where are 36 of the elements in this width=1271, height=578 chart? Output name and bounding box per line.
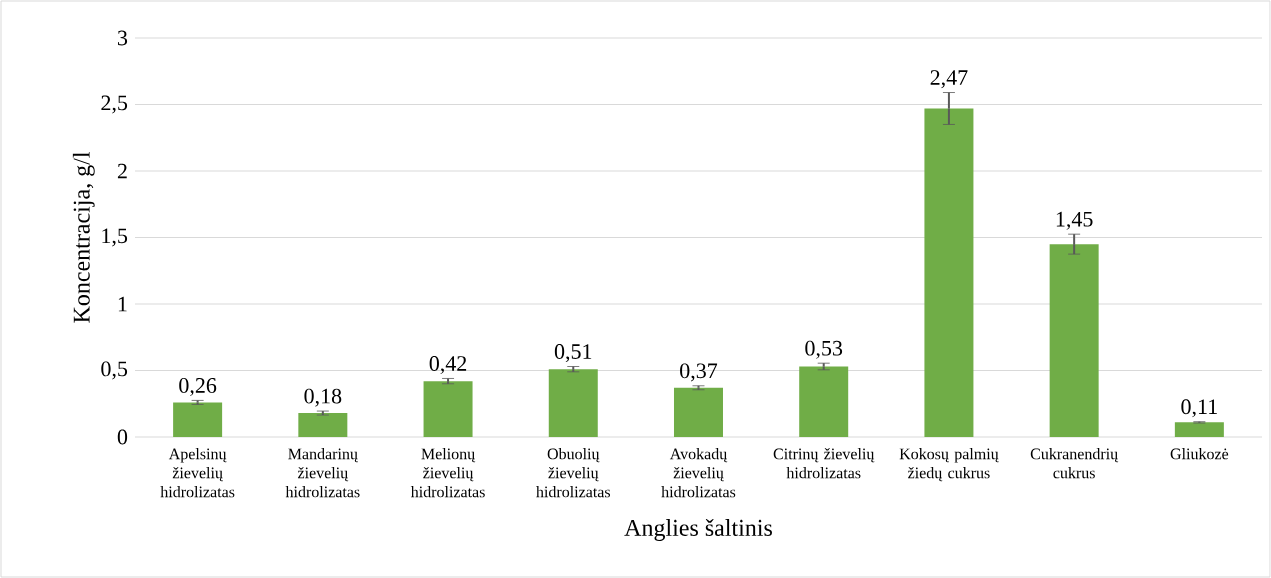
y-tick-label: 2 xyxy=(117,163,127,179)
bar xyxy=(924,108,974,437)
bar xyxy=(1174,422,1224,437)
y-tick-label: 1,5 xyxy=(102,228,128,247)
x-tick-label: Gliukozė xyxy=(1170,448,1229,460)
bar xyxy=(423,381,473,437)
data-label: 0,18 xyxy=(304,388,342,407)
y-tick-label: 0 xyxy=(117,429,128,445)
x-tick-label: Citrinų žievelių hidrolizatas xyxy=(773,448,875,479)
bar xyxy=(673,387,723,437)
data-label: 0,11 xyxy=(1181,399,1217,418)
data-label: 0,37 xyxy=(680,363,718,382)
x-tick-label: Melionų žievelių hidrolizatas xyxy=(410,448,485,498)
data-label: 0,26 xyxy=(179,378,217,397)
x-tick-label: Kokosų palmių žiedų cukrus xyxy=(899,448,999,482)
data-label: 2,47 xyxy=(930,70,968,89)
y-tick-label: 2,5 xyxy=(101,95,128,114)
x-tick-label: Cukranendrių cukrus xyxy=(1030,448,1119,479)
data-label: 0,42 xyxy=(429,356,467,375)
data-label: 1,45 xyxy=(1056,211,1093,230)
y-axis-title: Koncentracija, g/l xyxy=(72,151,95,323)
x-tick-label: Avokadų žievelių hidrolizatas xyxy=(661,448,736,498)
y-tick-label: 1 xyxy=(118,296,127,312)
data-label: 0,51 xyxy=(554,344,592,363)
y-tick-label: 0,5 xyxy=(101,361,128,380)
y-tick-label: 3 xyxy=(118,30,128,46)
x-tick-label: Obuolių žievelių hidrolizatas xyxy=(536,448,611,498)
bar xyxy=(799,366,849,437)
data-label: 0,53 xyxy=(805,340,843,359)
x-tick-label: Mandarinų žievelių hidrolizatas xyxy=(285,448,360,498)
x-axis-title: Anglies šaltinis xyxy=(624,519,772,541)
bar xyxy=(1049,244,1099,437)
bar xyxy=(548,369,598,437)
x-tick-label: Apelsinų žievelių hidrolizatas xyxy=(160,448,235,498)
bar xyxy=(173,402,223,437)
bar xyxy=(298,413,348,437)
